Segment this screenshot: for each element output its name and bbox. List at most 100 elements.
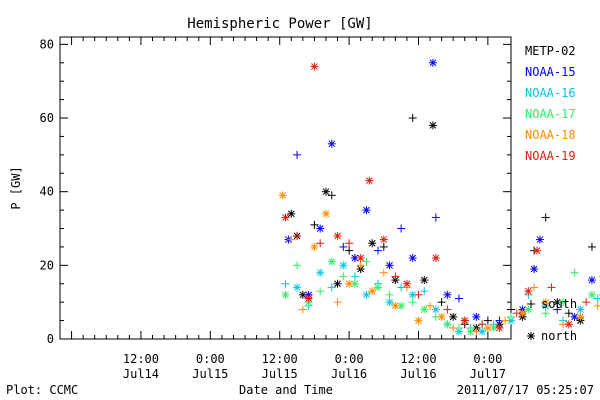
data-point xyxy=(293,283,302,292)
data-point xyxy=(385,261,394,270)
x-tick-label: 12:00 xyxy=(123,352,159,366)
data-point xyxy=(391,272,400,281)
x-tick-date: Jul17 xyxy=(470,367,506,381)
x-tick-date: Jul14 xyxy=(123,367,159,381)
x-tick-label: 0:00 xyxy=(196,352,225,366)
data-point xyxy=(333,231,342,240)
data-point xyxy=(356,261,365,270)
y-tick-label: 20 xyxy=(40,258,54,272)
data-point xyxy=(472,312,481,321)
data-point xyxy=(287,209,296,218)
data-point xyxy=(287,235,296,244)
data-point xyxy=(310,62,319,71)
data-point xyxy=(356,253,365,262)
data-point xyxy=(365,176,374,185)
data-point xyxy=(478,320,487,329)
data-point xyxy=(368,287,377,296)
data-point xyxy=(408,253,417,262)
data-point xyxy=(466,327,475,336)
data-point xyxy=(587,276,596,285)
y-tick-label: 80 xyxy=(40,37,54,51)
data-point xyxy=(449,312,458,321)
data-point xyxy=(278,191,287,200)
data-point xyxy=(339,242,348,251)
data-point xyxy=(535,235,544,244)
data-point xyxy=(541,298,550,307)
data-point xyxy=(339,272,348,281)
data-point xyxy=(321,209,330,218)
data-point xyxy=(570,268,579,277)
data-point xyxy=(454,294,463,303)
data-point xyxy=(449,323,458,332)
data-point xyxy=(431,305,440,314)
plot-frame xyxy=(59,36,512,340)
legend-entry: NOAA-18 xyxy=(525,128,576,142)
data-point xyxy=(507,312,515,321)
data-point xyxy=(321,187,330,196)
data-point xyxy=(310,220,319,229)
data-point xyxy=(530,283,539,292)
data-point xyxy=(428,58,437,67)
legend-entry: NOAA-17 xyxy=(525,107,576,121)
data-point xyxy=(379,242,388,251)
legend-marker xyxy=(527,300,535,308)
x-tick-label: 0:00 xyxy=(473,352,502,366)
footer-left: Plot: CCMC xyxy=(6,383,78,397)
data-point xyxy=(293,261,302,270)
x-tick-label: 12:00 xyxy=(400,352,436,366)
data-point xyxy=(350,279,359,288)
data-point xyxy=(593,294,600,303)
data-point xyxy=(512,309,521,318)
data-point xyxy=(345,279,354,288)
data-point xyxy=(333,298,342,307)
data-point xyxy=(327,257,336,266)
data-point xyxy=(350,272,359,281)
data-point xyxy=(281,290,290,299)
data-point xyxy=(576,305,585,314)
data-point xyxy=(281,213,290,222)
data-point xyxy=(587,242,596,251)
x-tick-date: Jul16 xyxy=(331,367,367,381)
y-axis-label: P [GW] xyxy=(9,166,23,209)
data-point xyxy=(327,191,336,200)
y-tick-label: 60 xyxy=(40,111,54,125)
footer-timestamp: 2011/07/17 05:25:07 xyxy=(457,383,594,397)
data-point xyxy=(408,114,417,123)
legend-marker xyxy=(527,332,535,340)
data-point xyxy=(541,309,550,318)
data-point xyxy=(593,301,600,310)
data-point xyxy=(345,246,354,255)
data-point xyxy=(437,298,446,307)
data-point xyxy=(293,231,302,240)
y-tick-label: 0 xyxy=(47,332,54,346)
data-point xyxy=(414,290,423,299)
data-point xyxy=(564,320,573,329)
y-axis: 0 20 40 60 80 xyxy=(40,37,511,346)
data-point xyxy=(524,305,533,314)
x-tick-date: Jul15 xyxy=(262,367,298,381)
data-point xyxy=(576,312,585,321)
data-point xyxy=(362,257,371,266)
data-point xyxy=(327,283,336,292)
data-point xyxy=(316,239,325,248)
data-point xyxy=(420,287,429,296)
data-point xyxy=(327,139,336,148)
legend-entry: NOAA-16 xyxy=(525,86,576,100)
data-point xyxy=(501,316,510,325)
data-point xyxy=(293,150,302,159)
x-axis-label: Date and Time xyxy=(239,383,333,397)
data-point xyxy=(333,279,342,288)
x-tick-label: 12:00 xyxy=(262,352,298,366)
data-point xyxy=(443,320,452,329)
data-point xyxy=(483,323,492,332)
data-point xyxy=(495,323,504,332)
data-point xyxy=(420,276,429,285)
data-point xyxy=(524,287,533,296)
data-point xyxy=(533,246,542,255)
legend: METP-02 NOAA-15 NOAA-16 NOAA-17 NOAA-18 NOAA-… xyxy=(525,44,577,343)
data-point xyxy=(414,316,423,325)
data-point xyxy=(547,283,556,292)
data-point xyxy=(374,283,383,292)
x-tick-date: Jul16 xyxy=(400,367,436,381)
